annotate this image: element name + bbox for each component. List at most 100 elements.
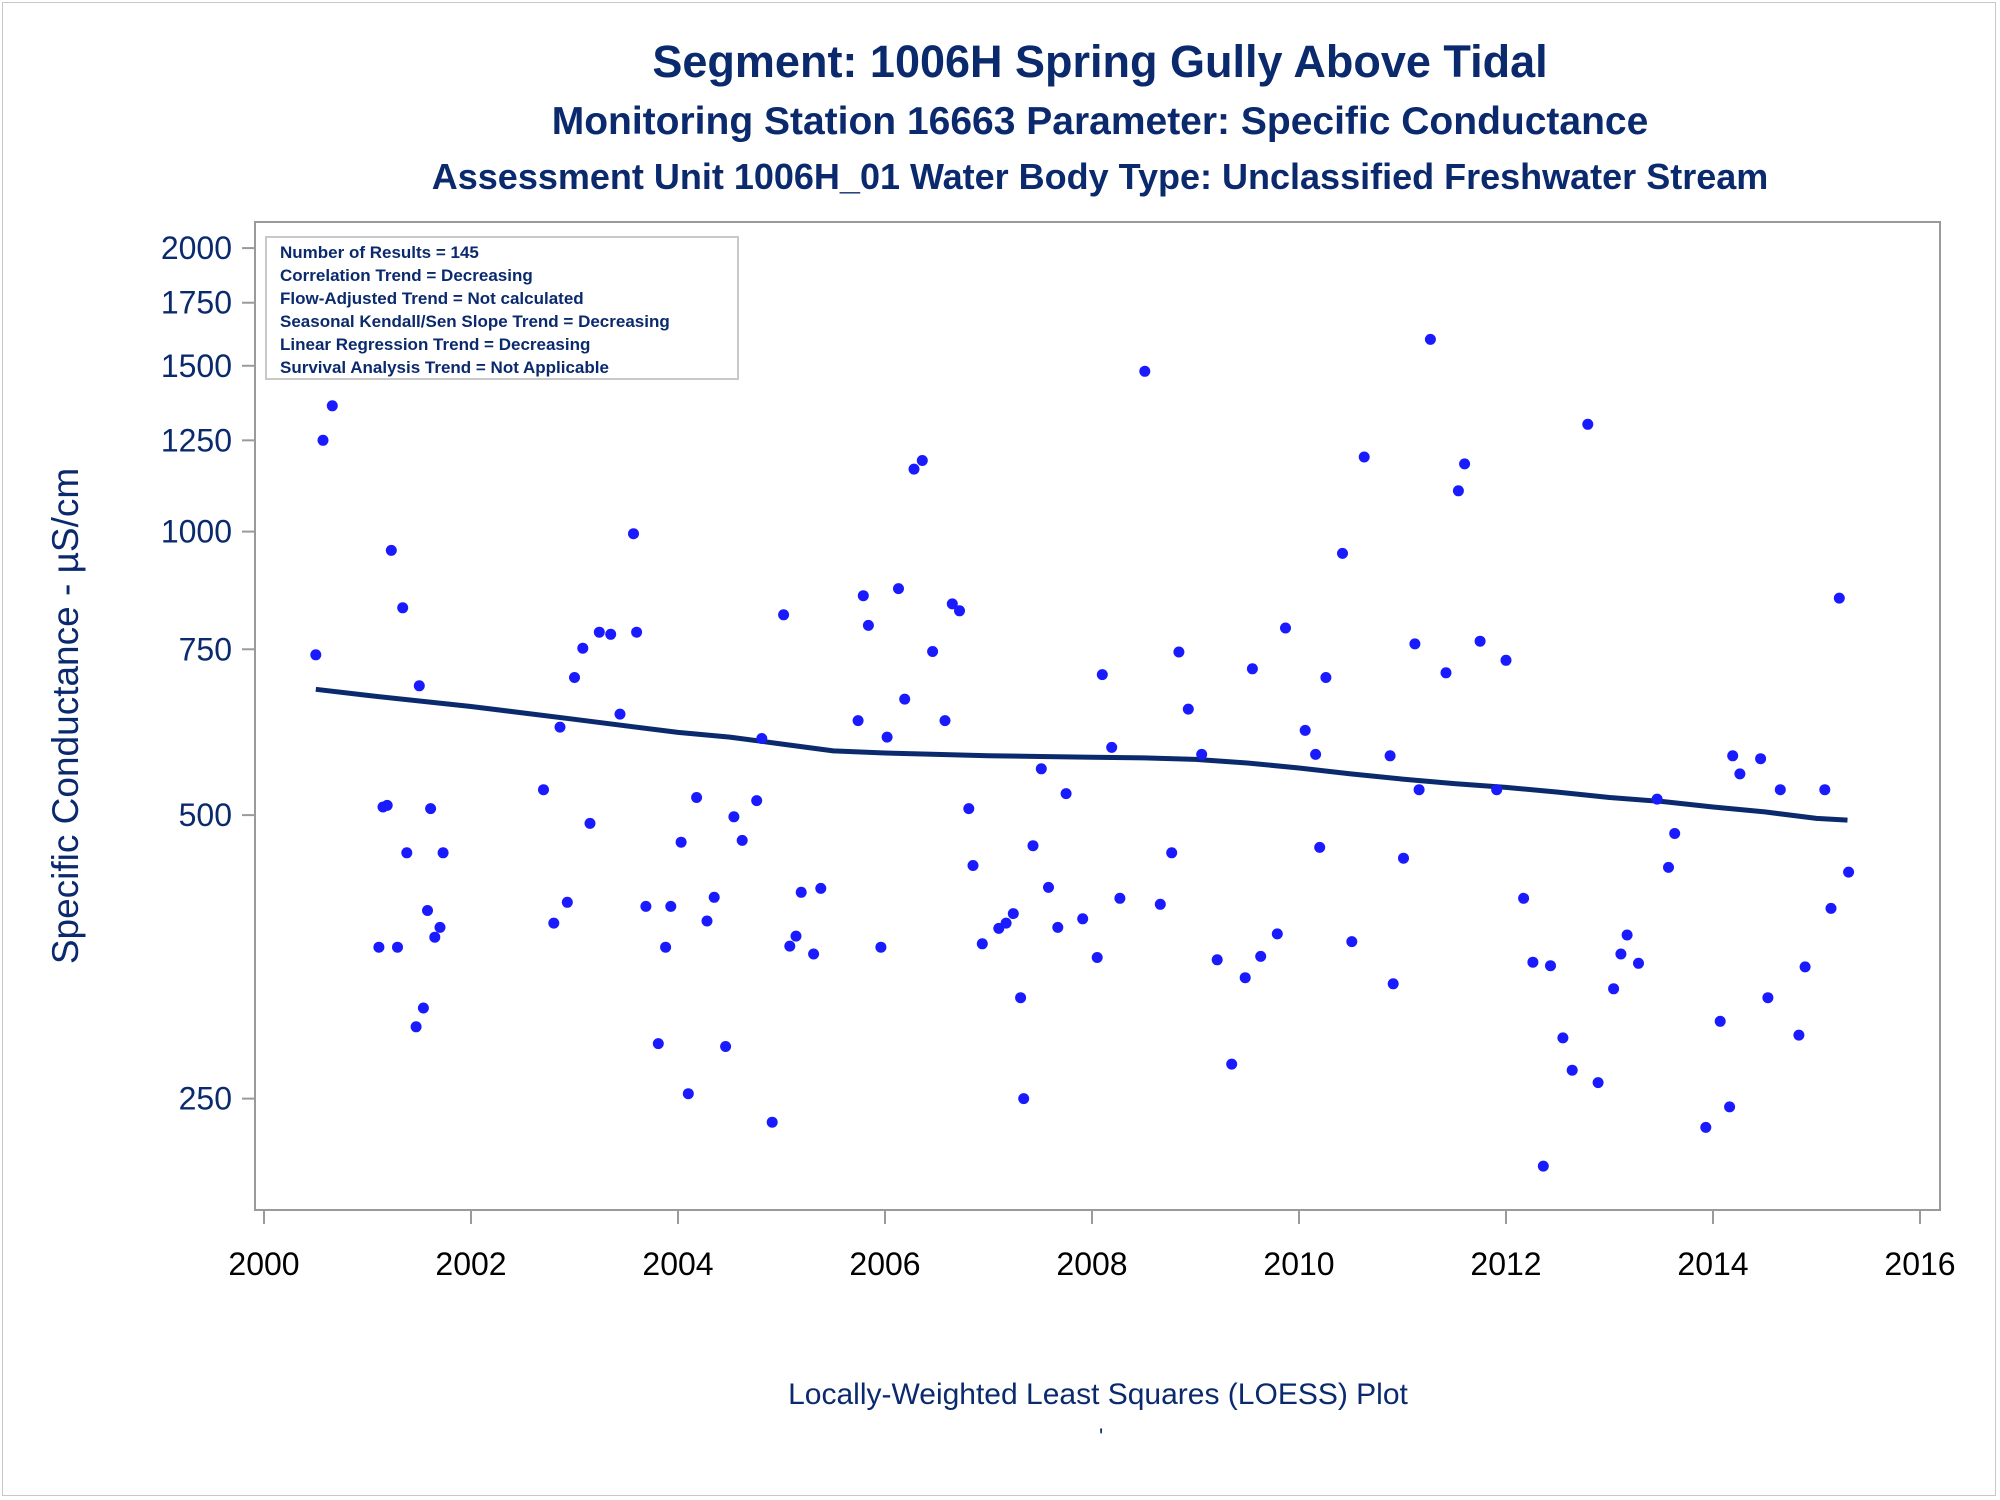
data-point — [967, 860, 979, 871]
stats-box-line: Correlation Trend = Decreasing — [280, 266, 533, 285]
y-tick-label: 1500 — [161, 348, 232, 384]
data-point — [310, 649, 322, 661]
data-point — [1280, 622, 1291, 634]
data-point — [708, 891, 720, 903]
data-point — [954, 605, 965, 617]
chart-subtitle-assessment: Assessment Unit 1006H_01 Water Body Type… — [431, 156, 1769, 197]
data-point — [1700, 1121, 1712, 1133]
y-tick-label: 2000 — [161, 230, 232, 266]
data-point — [1077, 913, 1089, 925]
data-point — [1537, 1160, 1549, 1172]
data-point — [784, 940, 796, 952]
trend-layer — [315, 686, 1848, 823]
data-point — [1154, 898, 1166, 910]
data-point — [631, 626, 643, 638]
data-point — [1384, 750, 1396, 762]
data-point — [605, 628, 617, 640]
stats-box-line: Flow-Adjusted Trend = Not calculated — [280, 289, 584, 308]
data-point — [751, 795, 763, 807]
data-point — [1106, 741, 1118, 753]
data-point — [569, 672, 580, 683]
data-point — [1459, 458, 1471, 470]
data-point — [1819, 784, 1831, 796]
data-point — [1255, 950, 1267, 962]
data-point — [1246, 663, 1258, 675]
data-point — [422, 905, 433, 916]
data-point — [1043, 881, 1054, 893]
data-point — [392, 941, 403, 953]
data-point — [1015, 992, 1027, 1004]
data-point — [434, 921, 446, 933]
y-tick-label: 250 — [179, 1081, 232, 1117]
data-point — [908, 463, 920, 475]
data-point — [1669, 828, 1681, 839]
data-point — [1320, 672, 1332, 683]
data-point — [593, 626, 605, 638]
data-point — [437, 847, 449, 859]
data-point — [1027, 840, 1039, 852]
data-point — [1413, 784, 1425, 796]
data-point — [1114, 892, 1126, 904]
data-point — [1724, 1101, 1736, 1113]
data-point — [1734, 768, 1746, 780]
data-point — [916, 455, 928, 466]
data-point — [1592, 1077, 1604, 1089]
data-point — [1096, 669, 1108, 681]
data-point — [852, 715, 864, 727]
y-tick-label: 500 — [179, 797, 232, 833]
data-point — [881, 731, 893, 743]
data-point — [976, 938, 988, 950]
data-point — [1825, 902, 1837, 914]
data-point — [1139, 365, 1151, 377]
data-point — [1566, 1064, 1578, 1076]
data-point — [1633, 957, 1644, 969]
x-tick-label: 2002 — [435, 1246, 506, 1282]
data-point — [397, 602, 409, 614]
x-tick-label: 2010 — [1263, 1246, 1334, 1282]
y-axis-label: Specific Conductance - µS/cm — [45, 468, 86, 964]
data-point — [1491, 784, 1503, 796]
data-point — [1060, 788, 1072, 800]
data-point — [893, 583, 904, 595]
data-point — [815, 882, 827, 894]
data-point — [1452, 485, 1464, 497]
data-point — [778, 609, 790, 621]
data-point — [795, 886, 807, 898]
data-point — [1793, 1029, 1805, 1041]
data-point — [1310, 748, 1322, 760]
plot-area-frame — [254, 221, 1941, 1211]
data-point — [1714, 1015, 1726, 1027]
x-tick-label: 2012 — [1470, 1246, 1541, 1282]
data-point — [736, 834, 748, 846]
data-point — [1196, 748, 1208, 760]
data-point — [939, 715, 951, 727]
data-point — [1346, 936, 1358, 948]
data-point — [1035, 763, 1047, 775]
data-point — [1474, 635, 1486, 647]
data-point — [1500, 654, 1512, 666]
data-point — [766, 1116, 778, 1128]
data-point — [675, 836, 687, 848]
data-point — [1299, 724, 1311, 736]
data-point — [538, 784, 549, 796]
data-point — [756, 733, 768, 744]
data-point — [1663, 861, 1674, 873]
footer-mark: ' — [1099, 1424, 1104, 1449]
data-point — [410, 1021, 422, 1033]
data-point — [1166, 847, 1178, 859]
data-point — [1182, 703, 1194, 715]
data-point — [808, 948, 820, 960]
data-point — [1409, 638, 1421, 650]
data-point — [1843, 866, 1855, 878]
data-point — [1527, 956, 1539, 968]
data-point — [614, 708, 626, 720]
data-point — [1091, 952, 1103, 963]
data-point — [373, 941, 385, 953]
data-point — [1239, 972, 1251, 984]
stats-box-line: Seasonal Kendall/Sen Slope Trend = Decre… — [280, 312, 670, 331]
data-point — [963, 803, 975, 815]
stats-box-frame — [265, 236, 739, 380]
data-point — [577, 642, 589, 654]
data-point — [413, 680, 425, 692]
